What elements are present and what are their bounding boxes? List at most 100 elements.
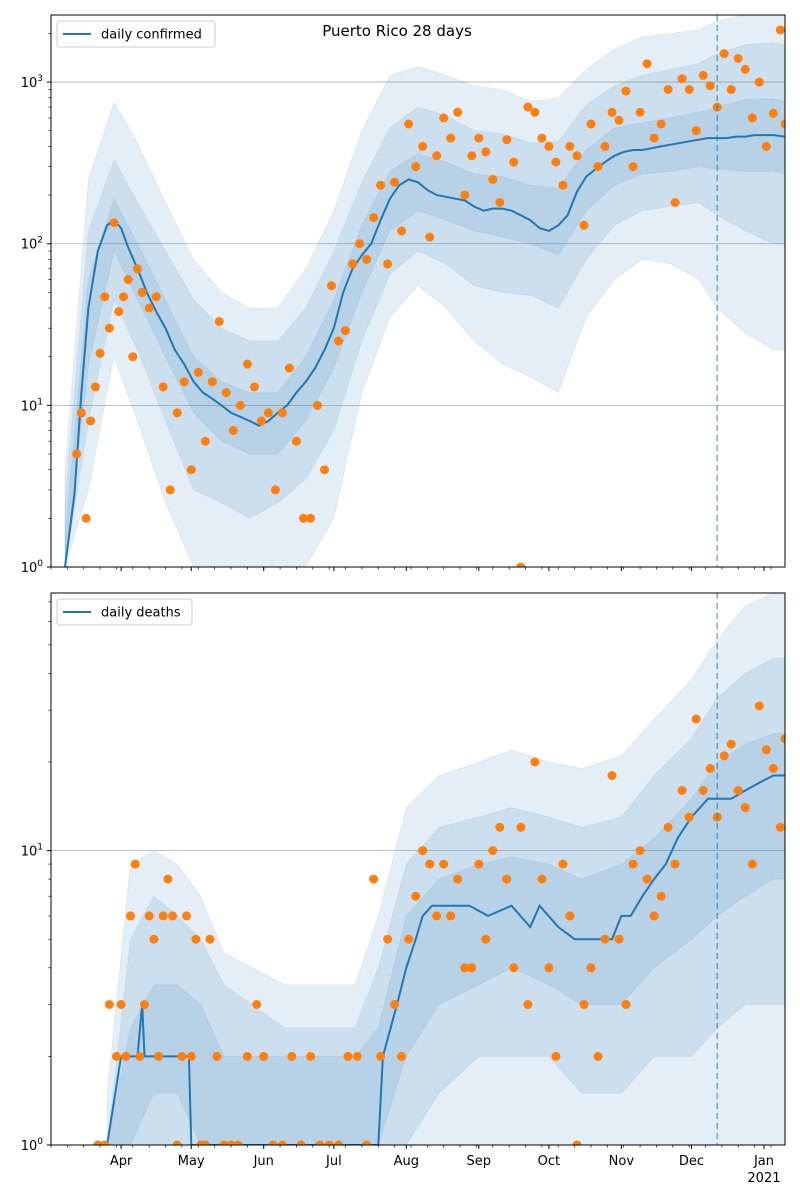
observed-point [761, 141, 771, 151]
observed-point [530, 757, 540, 767]
observed-point [263, 408, 273, 418]
observed-point [544, 141, 554, 151]
observed-point [235, 400, 245, 410]
observed-point [684, 812, 694, 822]
observed-point [130, 859, 140, 869]
y-tick-label: 101 [21, 843, 43, 860]
observed-point [383, 934, 393, 944]
observed-point [446, 133, 456, 143]
observed-point [315, 1140, 325, 1145]
observed-point [205, 934, 215, 944]
observed-point [104, 323, 114, 333]
legend: daily confirmed [56, 20, 216, 48]
observed-point [81, 513, 91, 523]
x-tick-label: Sep [467, 1154, 492, 1169]
x-tick-label: Jul [325, 1154, 342, 1169]
observed-point [296, 1140, 306, 1145]
observed-point [348, 259, 357, 269]
observed-point [740, 803, 750, 813]
observed-point [376, 1051, 386, 1061]
observed-point [495, 822, 505, 832]
y-tick-label: 103 [21, 74, 43, 91]
observed-point [747, 113, 757, 123]
observed-point [607, 107, 617, 117]
observed-point [191, 934, 201, 944]
observed-point [481, 934, 491, 944]
observed-point [212, 1051, 222, 1061]
observed-point [586, 119, 596, 129]
axes-frame [50, 592, 786, 1146]
observed-point [614, 115, 624, 125]
observed-point [747, 859, 757, 869]
observed-point [656, 891, 666, 901]
observed-point [642, 59, 652, 69]
observed-point [90, 382, 100, 392]
observed-point [177, 1051, 187, 1061]
observed-point [112, 1051, 121, 1061]
observed-point [481, 147, 491, 157]
observed-point [179, 377, 189, 387]
observed-point [249, 382, 259, 392]
observed-point [186, 465, 196, 475]
observed-point [579, 220, 589, 230]
observed-point [425, 232, 435, 242]
observed-point [635, 846, 645, 856]
deaths-panel: 100 101 Apr May Jun Jul Aug Sep Oct Nov Dec Jan 2021… [21, 592, 786, 1186]
observed-point [432, 151, 442, 161]
observed-point [158, 382, 168, 392]
observed-point [649, 911, 659, 921]
observed-point [593, 1051, 603, 1061]
observed-point [270, 485, 280, 495]
observed-point [168, 911, 178, 921]
observed-point [677, 74, 687, 84]
observed-point [691, 126, 701, 136]
observed-point [411, 891, 421, 901]
observed-point [600, 934, 610, 944]
observed-point [228, 425, 238, 435]
observed-point [698, 786, 708, 795]
observed-point [460, 963, 470, 973]
observed-point [268, 1140, 278, 1145]
axes-frame [50, 14, 786, 568]
observed-point [200, 436, 210, 446]
observed-point [684, 85, 694, 94]
observed-point [439, 113, 449, 123]
observed-point [586, 963, 596, 973]
observed-point [425, 859, 435, 869]
observed-point [768, 764, 778, 773]
observed-point [109, 218, 119, 228]
observed-point [418, 846, 428, 856]
observed-point [516, 562, 526, 567]
x-tick-label: Jan [753, 1154, 774, 1169]
observed-point [705, 81, 715, 91]
observed-point [474, 133, 484, 143]
observed-point [460, 190, 470, 200]
observed-point [343, 1051, 353, 1061]
observed-point [165, 485, 175, 495]
observed-point [733, 786, 743, 795]
observed-point [116, 1000, 126, 1009]
observed-point [551, 1051, 561, 1061]
observed-point [76, 408, 86, 418]
observed-point [551, 157, 561, 167]
observed-point [467, 963, 477, 973]
observed-point [404, 119, 414, 129]
observed-point [439, 859, 449, 869]
observed-point [621, 1000, 631, 1009]
observed-point [453, 874, 463, 884]
observed-point [502, 135, 512, 145]
observed-point [537, 133, 547, 143]
legend: daily deaths [56, 598, 193, 626]
observed-point [355, 239, 365, 249]
observed-point [163, 874, 173, 884]
observed-point [299, 513, 308, 523]
observed-point [432, 911, 442, 921]
observed-point [214, 317, 224, 326]
observed-point [362, 254, 372, 264]
observed-point [523, 1000, 533, 1009]
observed-point [642, 874, 652, 884]
observed-point [488, 174, 498, 184]
observed-point [733, 54, 743, 63]
observed-point [182, 911, 192, 921]
observed-point [780, 119, 785, 129]
